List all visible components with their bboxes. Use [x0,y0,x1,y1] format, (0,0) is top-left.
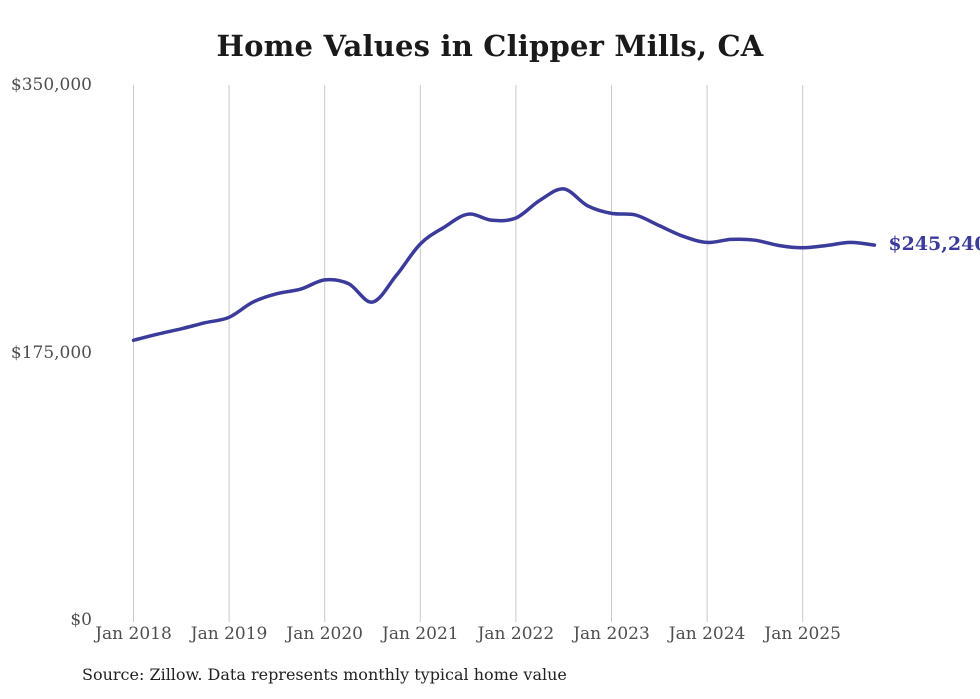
y-axis-tick-label: $175,000 [10,342,92,363]
value-end-label: $245,240 [888,233,980,256]
x-axis-tick-label: Jan 2023 [573,624,650,644]
home-value-line [131,187,877,343]
x-axis-tick-label: Jan 2025 [764,624,841,644]
x-axis-tick-label: Jan 2019 [190,624,268,644]
x-axis-tick-label: Jan 2021 [382,624,459,644]
x-axis-tick-label: Jan 2018 [95,624,172,644]
chart-title: Home Values in Clipper Mills, CA [216,29,764,63]
x-axis-tick-label: Jan 2020 [286,624,363,644]
x-axis-tick-label: Jan 2024 [668,624,746,644]
y-axis-tick-label: $0 [70,610,92,630]
source-note: Source: Zillow. Data represents monthly … [82,665,567,684]
y-axis-tick-label: $350,000 [10,75,92,95]
x-axis-tick-label: Jan 2022 [477,624,555,644]
